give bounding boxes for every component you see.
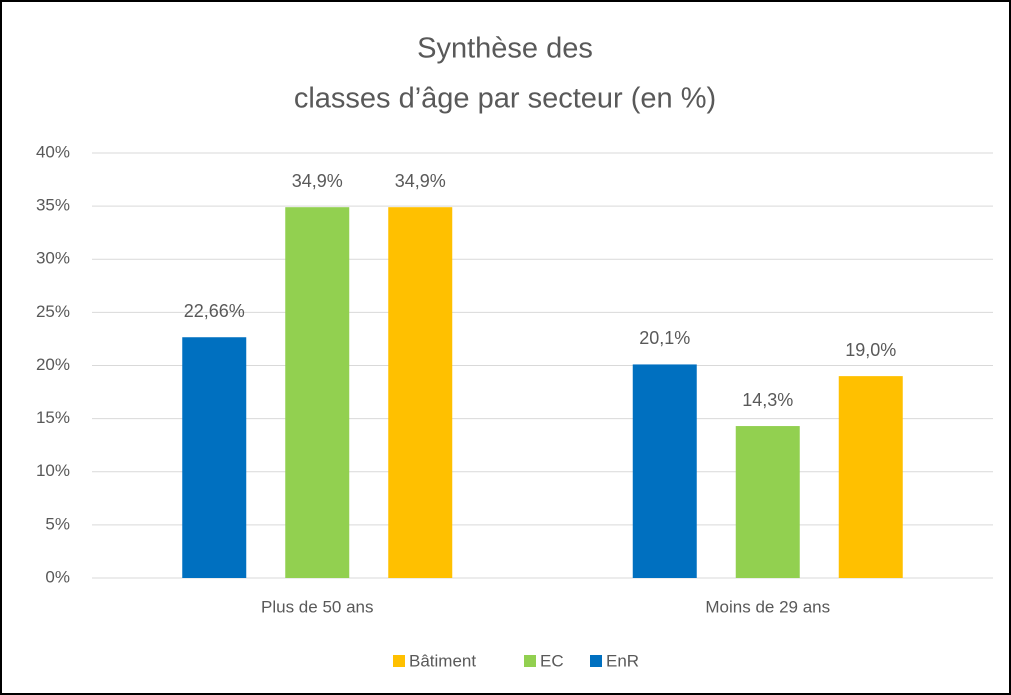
data-label: 34,9% bbox=[395, 171, 446, 191]
bar bbox=[285, 207, 350, 578]
y-tick-label: 35% bbox=[36, 196, 70, 215]
y-tick-label: 20% bbox=[36, 355, 70, 374]
legend-swatch bbox=[590, 655, 602, 667]
y-tick-label: 25% bbox=[36, 302, 70, 321]
legend-swatch bbox=[524, 655, 536, 667]
bar bbox=[632, 364, 697, 578]
data-label: 14,3% bbox=[742, 390, 793, 410]
y-tick-label: 40% bbox=[36, 142, 70, 161]
data-label: 34,9% bbox=[292, 171, 343, 191]
x-tick-label: Moins de 29 ans bbox=[705, 597, 830, 616]
data-label: 20,1% bbox=[639, 328, 690, 348]
y-tick-label: 5% bbox=[45, 514, 70, 533]
legend-label: EC bbox=[540, 651, 564, 670]
chart-title: Synthèse des bbox=[417, 33, 593, 65]
x-tick-label: Plus de 50 ans bbox=[261, 597, 373, 616]
chart-title: classes d’âge par secteur (en %) bbox=[294, 83, 716, 115]
y-tick-label: 30% bbox=[36, 249, 70, 268]
bar bbox=[388, 207, 453, 578]
legend-swatch bbox=[393, 655, 405, 667]
y-tick-label: 15% bbox=[36, 408, 70, 427]
bar bbox=[838, 376, 903, 578]
bar bbox=[735, 426, 800, 578]
legend-label: Bâtiment bbox=[409, 651, 476, 670]
y-tick-label: 0% bbox=[45, 567, 70, 586]
data-label: 22,66% bbox=[184, 301, 245, 321]
y-tick-label: 10% bbox=[36, 461, 70, 480]
data-label: 19,0% bbox=[845, 340, 896, 360]
bar bbox=[182, 337, 247, 578]
legend-label: EnR bbox=[606, 651, 639, 670]
